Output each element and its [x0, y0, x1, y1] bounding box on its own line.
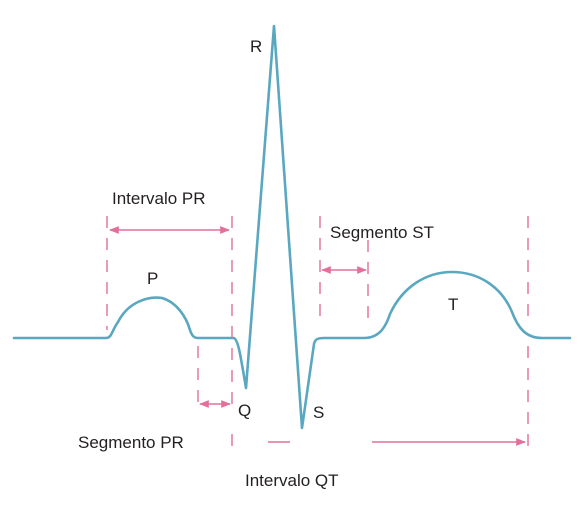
label-p: P [147, 269, 158, 288]
label-s: S [313, 403, 324, 422]
label-q: Q [238, 401, 251, 420]
label-r: R [250, 37, 262, 56]
guide-lines [106, 216, 529, 452]
label-segmento-st: Segmento ST [330, 223, 434, 242]
label-intervalo-qt: Intervalo QT [245, 471, 339, 490]
ecg-waveform [12, 24, 572, 430]
label-segmento-pr: Segmento PR [78, 433, 184, 452]
interval-arrows [109, 226, 526, 446]
label-intervalo-pr: Intervalo PR [112, 189, 206, 208]
label-t: T [448, 295, 458, 314]
